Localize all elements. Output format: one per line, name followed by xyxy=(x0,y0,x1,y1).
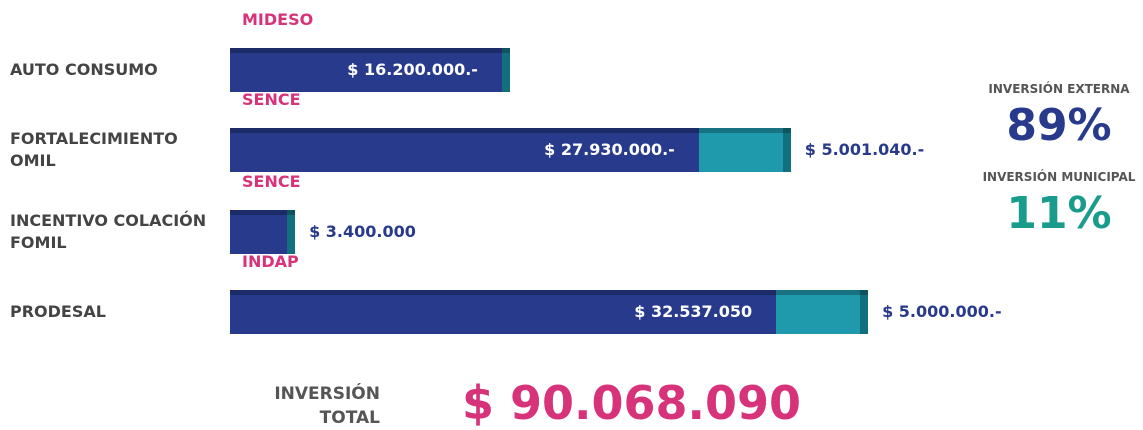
bar xyxy=(230,128,699,172)
total-label: INVERSIÓN TOTAL xyxy=(274,384,380,428)
source-label: SENCE xyxy=(242,90,301,109)
bar-cap xyxy=(287,210,296,254)
bar-cap xyxy=(782,128,791,172)
series-name: INVERSIÓN EXTERNA xyxy=(988,82,1130,96)
source-label: INDAP xyxy=(242,252,299,271)
category-label: PRODESAL xyxy=(10,302,106,321)
value-label: $ 5.001.040.- xyxy=(804,140,925,159)
category-label: FORTALECIMIENTO OMIL xyxy=(10,129,178,170)
source-label: SENCE xyxy=(242,172,301,191)
series-name: INVERSIÓN MUNICIPAL xyxy=(982,170,1136,184)
value-label: $ 3.400.000 xyxy=(309,222,416,241)
category-label: INCENTIVO COLACIÓN FOMIL xyxy=(10,211,207,252)
source-label: MIDESO xyxy=(242,10,314,29)
total: $ 90.068.090 xyxy=(462,376,802,430)
bar xyxy=(776,290,861,334)
value-label: $ 27.930.000.- xyxy=(544,140,675,159)
value-label: $ 5.000.000.- xyxy=(882,302,1002,321)
category-label: AUTO CONSUMO xyxy=(10,60,158,79)
value-label: $ 16.200.000.- xyxy=(347,60,478,79)
share: 89% xyxy=(1006,100,1112,151)
bar xyxy=(230,210,288,254)
bar xyxy=(230,48,502,92)
value-label: $ 32.537.050 xyxy=(634,302,753,321)
bar-cap xyxy=(501,48,510,92)
bar xyxy=(230,290,777,334)
bar xyxy=(698,128,783,172)
bar-cap xyxy=(860,290,869,334)
share: 11% xyxy=(1006,188,1112,239)
